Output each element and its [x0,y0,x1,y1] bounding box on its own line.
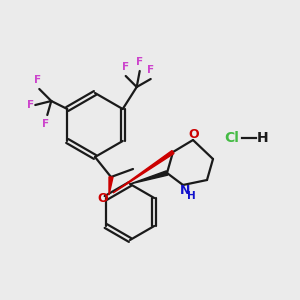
Text: F: F [136,57,143,67]
Text: F: F [42,119,49,129]
Polygon shape [113,151,174,193]
Text: F: F [147,65,154,75]
Text: N: N [180,184,190,196]
Text: Cl: Cl [225,131,239,145]
Text: H: H [187,191,195,201]
Polygon shape [109,177,113,195]
Text: O: O [189,128,199,142]
Text: F: F [27,100,34,110]
Text: F: F [34,75,41,85]
Text: O: O [98,193,108,206]
Text: F: F [122,62,129,72]
Text: H: H [257,131,269,145]
Polygon shape [130,171,168,184]
